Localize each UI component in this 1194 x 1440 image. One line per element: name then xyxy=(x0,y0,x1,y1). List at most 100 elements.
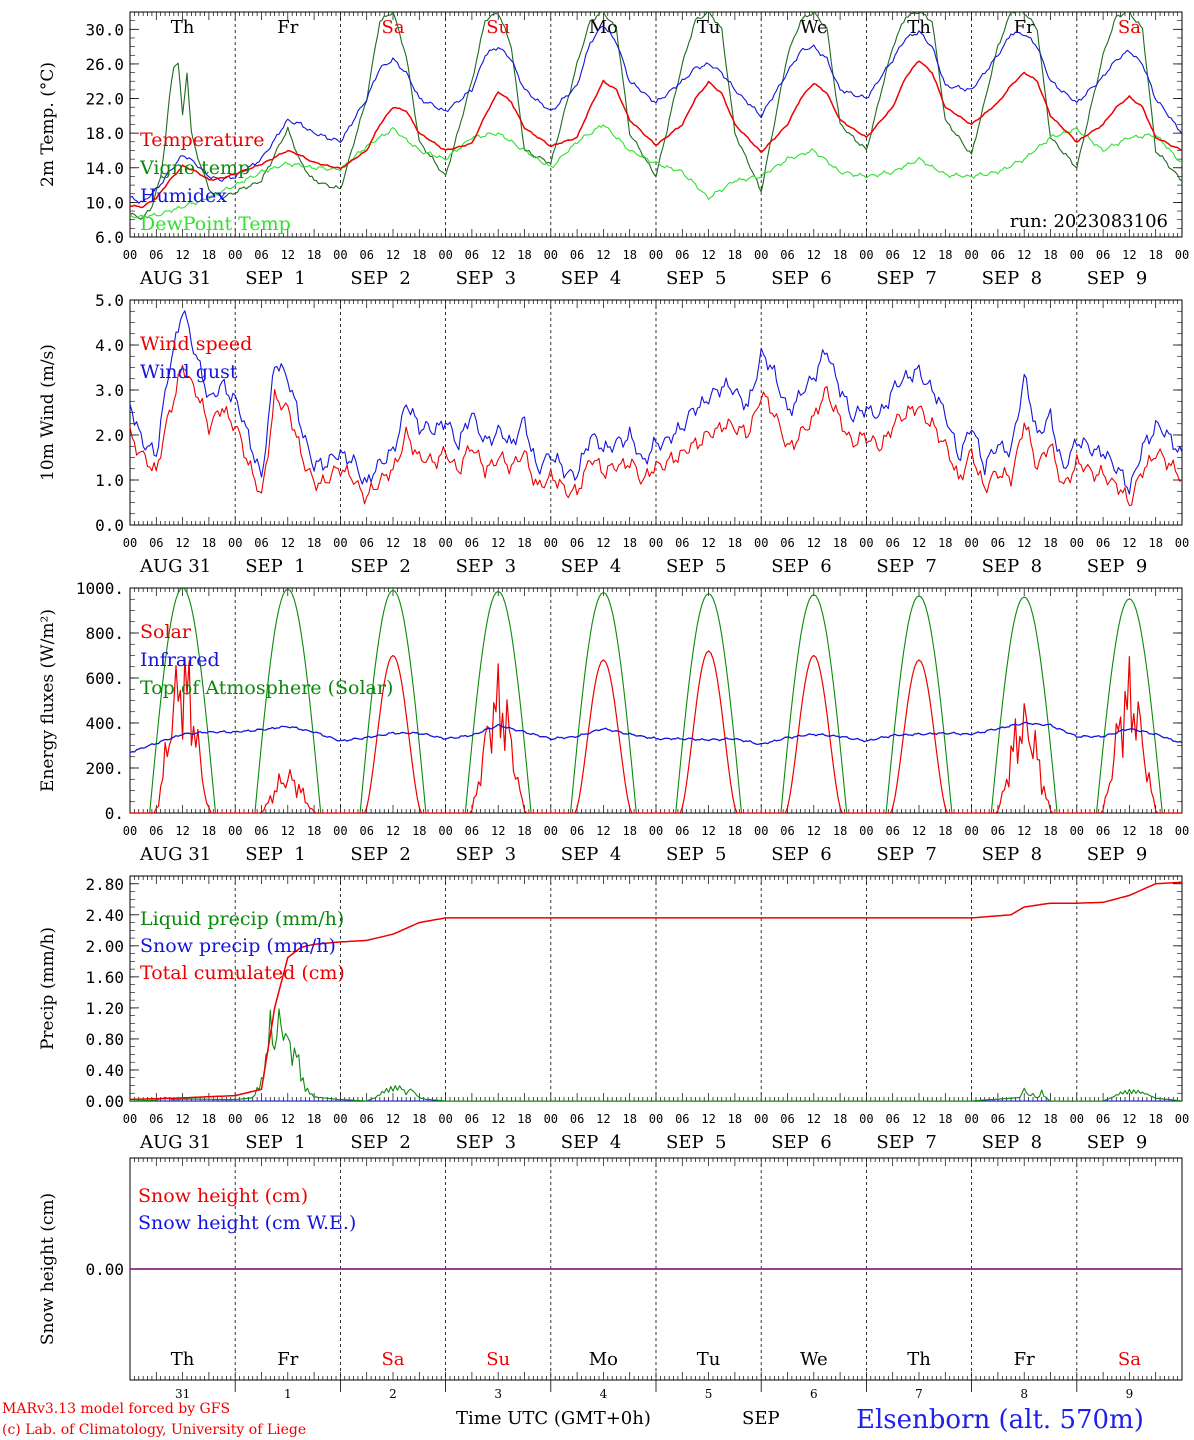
date-label: SEP 4 xyxy=(561,268,621,289)
hour-tick-label: 00 xyxy=(754,536,768,550)
day-number-label: 3 xyxy=(494,1387,502,1401)
hour-tick-label: 18 xyxy=(412,248,426,262)
y-tick-label: 0. xyxy=(105,804,124,823)
y-tick-label: 22.0 xyxy=(85,90,124,109)
date-label: SEP 6 xyxy=(771,268,831,289)
hour-tick-label: 18 xyxy=(1043,536,1057,550)
date-label: SEP 2 xyxy=(350,268,410,289)
series-humidex xyxy=(130,25,1182,204)
weekday-label: Mo xyxy=(589,1349,618,1370)
series-top-of-atmosphere xyxy=(130,588,1182,813)
station-label: Elsenborn (alt. 570m) xyxy=(856,1405,1144,1435)
y-tick-labels: 6.0 10.0 14.0 18.0 22.0 26.0 30.0 xyxy=(85,20,124,247)
hour-tick-label: 00 xyxy=(964,824,978,838)
hour-tick-label: 00 xyxy=(544,536,558,550)
date-label: SEP 1 xyxy=(245,268,305,289)
hour-tick-label: 12 xyxy=(281,824,295,838)
series-wind-gust xyxy=(130,310,1182,495)
series-liquid-precip xyxy=(130,1008,1182,1101)
date-label: AUG 31 xyxy=(139,1132,211,1153)
hour-tick-label: 00 xyxy=(544,248,558,262)
date-label: SEP 4 xyxy=(561,844,621,865)
hour-tick-label: 00 xyxy=(123,824,137,838)
hour-tick-label: 00 xyxy=(228,824,242,838)
hour-tick-label: 12 xyxy=(281,536,295,550)
date-label: AUG 31 xyxy=(139,268,211,289)
date-label: SEP 1 xyxy=(245,556,305,577)
hour-tick-label: 00 xyxy=(123,536,137,550)
hour-tick-label: 00 xyxy=(333,824,347,838)
y-tick-label: 6.0 xyxy=(95,228,124,247)
hour-tick-label: 06 xyxy=(570,536,584,550)
hour-tick-label: 06 xyxy=(885,824,899,838)
hour-tick-label: 18 xyxy=(938,248,952,262)
y-tick-label: 18.0 xyxy=(85,124,124,143)
hour-tick-label: 18 xyxy=(307,1112,321,1126)
hour-tick-label: 06 xyxy=(570,248,584,262)
hour-tick-label: 18 xyxy=(728,824,742,838)
date-label: SEP 9 xyxy=(1087,268,1147,289)
hour-tick-label: 06 xyxy=(991,824,1005,838)
day-number-label: 5 xyxy=(705,1387,713,1401)
hour-tick-label: 18 xyxy=(1148,248,1162,262)
date-label: SEP 4 xyxy=(561,1132,621,1153)
y-axis-label: Energy fluxes (W/m²) xyxy=(38,609,58,792)
legend-entry: Snow height (cm) xyxy=(138,1185,308,1207)
date-labels: AUG 31 SEP 1 SEP 2 SEP 3 SEP 4 SEP 5 SEP 6 SEP … xyxy=(139,1132,1147,1153)
month-label: SEP xyxy=(742,1408,780,1429)
hour-tick-label: 12 xyxy=(701,1112,715,1126)
weekday-label: Fr xyxy=(277,17,298,38)
hour-tick-label: 06 xyxy=(1096,248,1110,262)
hour-tick-label: 06 xyxy=(675,824,689,838)
hour-tick-label: 00 xyxy=(1070,248,1084,262)
hour-tick-label: 00 xyxy=(438,536,452,550)
day-number-label: 2 xyxy=(389,1387,397,1401)
hour-tick-label: 12 xyxy=(1122,536,1136,550)
hour-tick-label: 06 xyxy=(675,536,689,550)
hour-tick-label: 12 xyxy=(596,824,610,838)
date-label: AUG 31 xyxy=(139,844,211,865)
y-tick-labels: 0.0 1.0 2.0 3.0 4.0 5.0 xyxy=(95,291,124,535)
hour-tick-label: 12 xyxy=(912,824,926,838)
hour-tick-label: 06 xyxy=(359,536,373,550)
legend: Wind speed Wind gust xyxy=(140,333,252,383)
hour-tick-label: 00 xyxy=(438,1112,452,1126)
legend-entry: Vigne temp xyxy=(139,157,250,179)
y-tick-label: 200. xyxy=(85,759,124,778)
hour-tick-label: 06 xyxy=(570,824,584,838)
date-label: SEP 6 xyxy=(771,1132,831,1153)
plot-area xyxy=(130,310,1182,507)
date-label: SEP 6 xyxy=(771,556,831,577)
hour-tick-label: 00 xyxy=(859,248,873,262)
hour-tick-label: 18 xyxy=(1043,1112,1057,1126)
legend: Solar Infrared Top of Atmosphere (Solar) xyxy=(140,621,393,699)
y-tick-label: 0.40 xyxy=(85,1061,124,1080)
hour-tick-label: 00 xyxy=(123,248,137,262)
hour-tick-label: 06 xyxy=(465,536,479,550)
hour-tick-label: 12 xyxy=(386,824,400,838)
hour-tick-label: 06 xyxy=(991,248,1005,262)
weekday-label: We xyxy=(800,17,828,38)
hour-tick-label: 00 xyxy=(859,824,873,838)
hour-tick-label: 00 xyxy=(1070,1112,1084,1126)
hour-tick-label: 00 xyxy=(964,1112,978,1126)
y-tick-label: 2.40 xyxy=(85,906,124,925)
y-tick-label: 0.80 xyxy=(85,1030,124,1049)
hour-tick-label: 06 xyxy=(254,536,268,550)
hour-tick-label: 00 xyxy=(438,824,452,838)
y-tick-label: 1.60 xyxy=(85,968,124,987)
panel-2: 0.0 1.0 2.0 3.0 4.0 5.0 10m Wind (m/s) 00 06 12 18… xyxy=(38,291,1189,577)
legend-entry: Wind speed xyxy=(140,333,252,355)
x-tick-labels: 00 06 12 18 00 06 12 18 00 06 12 18 00 06 12 18 00 06 12 18… xyxy=(123,248,1189,262)
date-label: SEP 2 xyxy=(350,556,410,577)
hour-tick-label: 12 xyxy=(807,1112,821,1126)
hour-tick-label: 18 xyxy=(202,248,216,262)
day-number-label: 7 xyxy=(915,1387,923,1401)
hour-tick-label: 12 xyxy=(491,536,505,550)
date-label: SEP 7 xyxy=(876,1132,936,1153)
y-tick-label: 400. xyxy=(85,714,124,733)
hour-tick-label: 06 xyxy=(780,1112,794,1126)
y-tick-labels: 0.00 xyxy=(85,1260,124,1279)
date-label: SEP 9 xyxy=(1087,1132,1147,1153)
